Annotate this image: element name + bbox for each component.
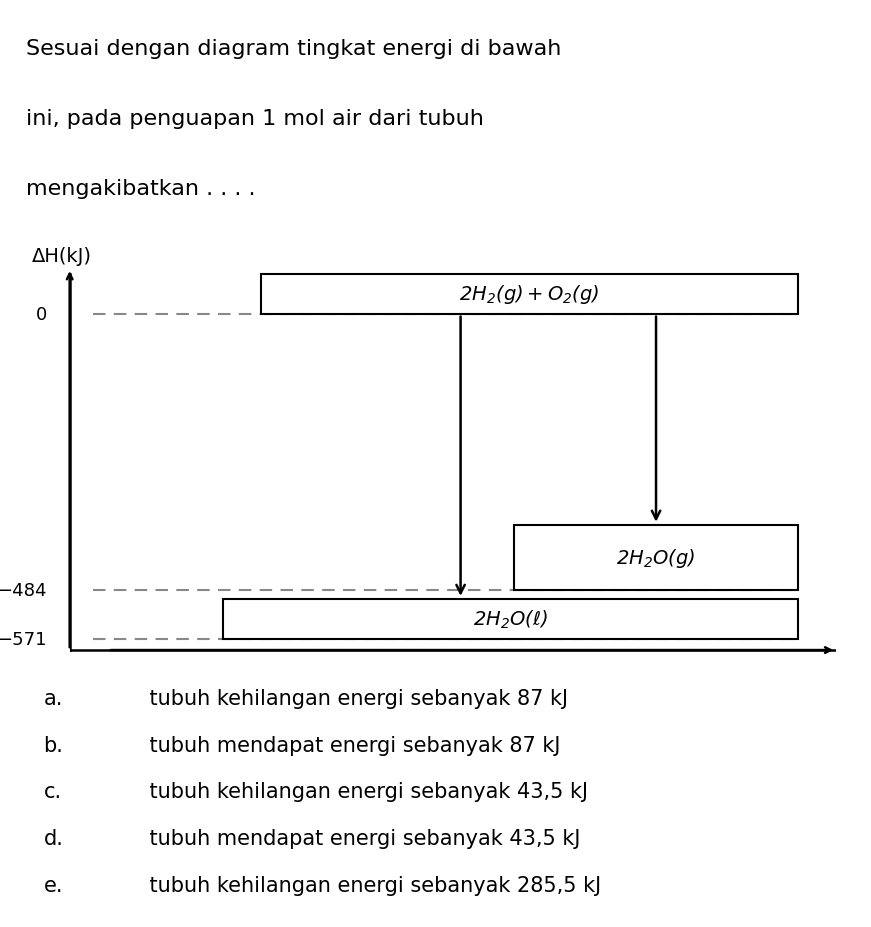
Text: −571: −571 [0, 630, 47, 649]
FancyBboxPatch shape [223, 599, 798, 640]
Text: tubuh kehilangan energi sebanyak 87 kJ: tubuh kehilangan energi sebanyak 87 kJ [122, 688, 568, 708]
Text: e.: e. [44, 875, 63, 895]
Text: d.: d. [44, 829, 64, 848]
Text: 0: 0 [36, 305, 47, 324]
Text: Sesuai dengan diagram tingkat energi di bawah: Sesuai dengan diagram tingkat energi di … [26, 39, 562, 59]
Text: ΔH(kJ): ΔH(kJ) [31, 247, 91, 266]
Text: a.: a. [44, 688, 63, 708]
Text: b.: b. [44, 735, 64, 755]
Text: tubuh kehilangan energi sebanyak 43,5 kJ: tubuh kehilangan energi sebanyak 43,5 kJ [122, 781, 588, 802]
Text: −484: −484 [0, 581, 47, 599]
Text: $\mathregular{2H_2(g) + O_2(g)}$: $\mathregular{2H_2(g) + O_2(g)}$ [459, 283, 600, 306]
Text: tubuh mendapat energi sebanyak 43,5 kJ: tubuh mendapat energi sebanyak 43,5 kJ [122, 829, 580, 848]
FancyBboxPatch shape [514, 525, 798, 590]
Text: mengakibatkan . . . .: mengakibatkan . . . . [26, 179, 255, 199]
FancyBboxPatch shape [261, 274, 798, 314]
Text: ini, pada penguapan 1 mol air dari tubuh: ini, pada penguapan 1 mol air dari tubuh [26, 109, 484, 129]
Text: c.: c. [44, 781, 62, 802]
Text: tubuh mendapat energi sebanyak 87 kJ: tubuh mendapat energi sebanyak 87 kJ [122, 735, 560, 755]
Text: $\mathregular{2H_2O(g)}$: $\mathregular{2H_2O(g)}$ [617, 546, 696, 569]
Text: $\mathregular{2H_2O(\ell)}$: $\mathregular{2H_2O(\ell)}$ [473, 608, 548, 630]
Text: tubuh kehilangan energi sebanyak 285,5 kJ: tubuh kehilangan energi sebanyak 285,5 k… [122, 875, 601, 895]
